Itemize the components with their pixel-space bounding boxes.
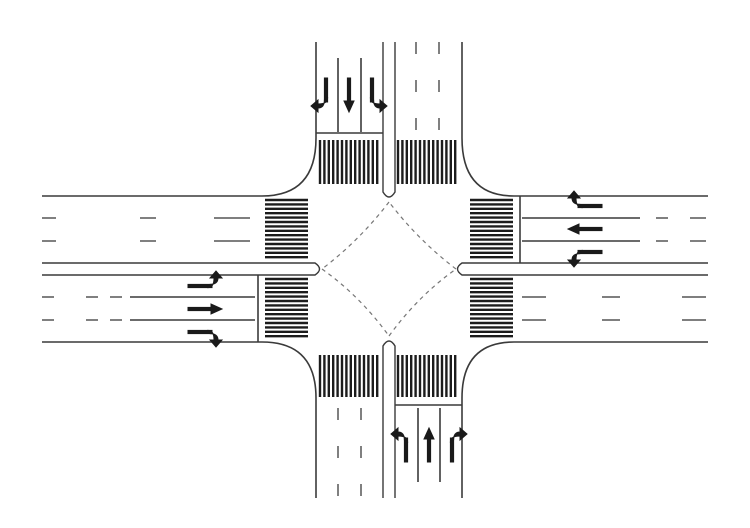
road-edges [42, 42, 708, 498]
south-exit-dashes [337, 408, 362, 496]
south-median [382, 340, 396, 498]
north-exit-dashes [415, 42, 440, 130]
north-arrows [310, 77, 388, 113]
east-median [456, 262, 708, 276]
crosswalk-north [318, 140, 457, 184]
west-exit-dashes [42, 217, 250, 242]
right-turn-arrow-icon [567, 190, 603, 209]
right-turn-arrow-icon [310, 77, 329, 113]
through-arrow-icon [423, 427, 435, 463]
crosswalk-east [470, 198, 513, 338]
west-median [42, 262, 321, 276]
crosswalk-south [318, 355, 457, 397]
east-upper-dashes [656, 217, 706, 242]
crosswalk-west [265, 198, 308, 338]
right-turn-arrow-icon [449, 427, 468, 463]
east-exit-dashes [522, 296, 706, 321]
vehicle-paths [321, 201, 457, 337]
medians [42, 42, 708, 498]
through-arrow-icon [567, 223, 603, 235]
through-arrow-icon [343, 77, 355, 113]
north-median [382, 42, 396, 198]
west-arrows [187, 270, 223, 348]
right-turn-arrow-icon [187, 329, 223, 348]
east-arrows [567, 190, 603, 268]
west-lower-dashes [42, 296, 122, 321]
south-arrows [390, 427, 468, 463]
lane-lines [42, 42, 706, 496]
through-arrow-icon [187, 303, 223, 315]
curb-returns [261, 137, 515, 399]
